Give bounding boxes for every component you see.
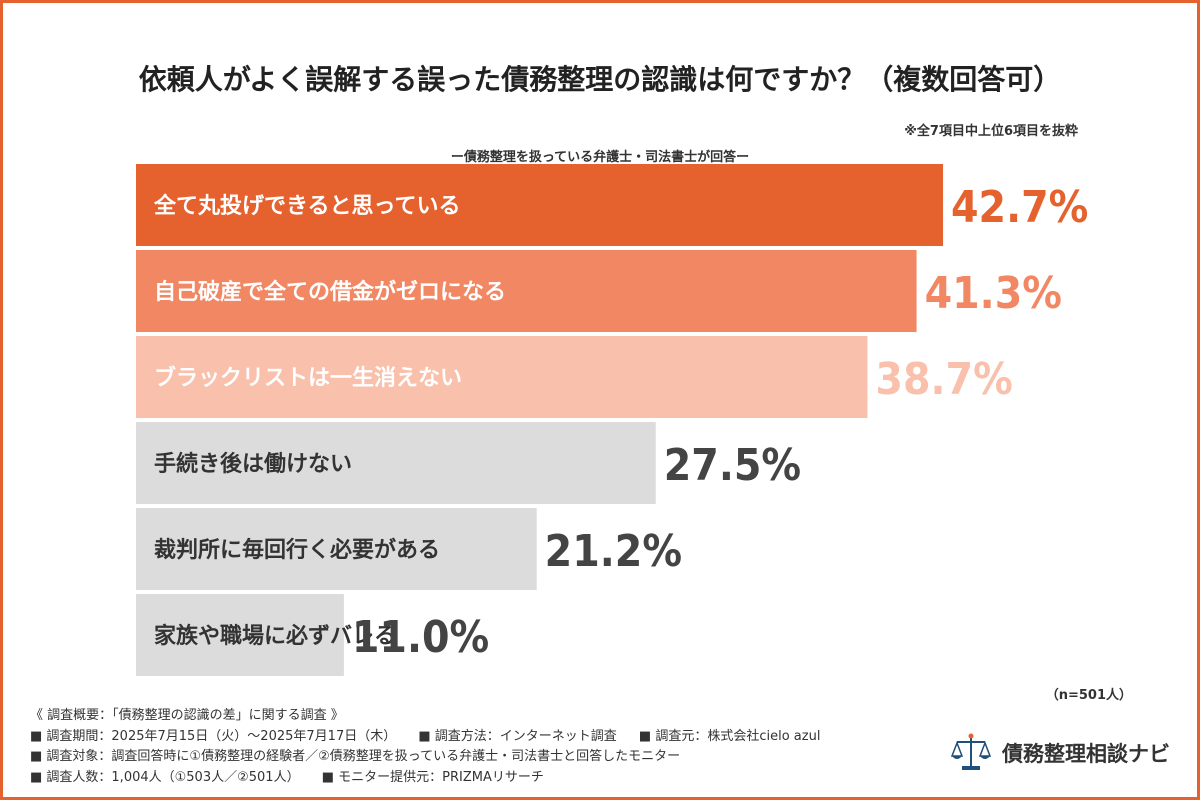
scales-icon — [950, 733, 992, 770]
brand-name: 債務整理相談ナビ — [1002, 742, 1170, 766]
survey-overview: 《 調査概要：「債務整理の認識の差」に関する調査 》 ■ 調査期間：2025年7… — [30, 706, 838, 788]
chart-title: 依頼人がよく誤解する誤った債務整理の認識は何ですか？（複数回答可） — [138, 63, 1062, 96]
category-label-6: 家族や職場に必ずバレる — [154, 623, 396, 649]
bar-chart: 全て丸投げできると思っている 42.7% 自己破産で全ての借金がゼロになる 41.3%… — [136, 164, 1088, 676]
value-label-6: 11.0% — [352, 612, 489, 663]
value-label-2: 41.3% — [925, 268, 1062, 319]
value-label-3: 38.7% — [875, 354, 1012, 405]
value-label-4: 27.5% — [664, 440, 801, 491]
bar-2 — [136, 250, 917, 332]
bar-5 — [136, 508, 537, 590]
value-label-5: 21.2% — [545, 526, 682, 577]
survey-target: ■ 調査対象：調査回答時に①債務整理の経験者／②債務整理を扱っている弁護士・司法… — [30, 749, 681, 764]
category-label-4: 手続き後は働けない — [154, 451, 352, 477]
bar-3 — [136, 336, 868, 418]
survey-method: ■ 調査方法：インターネット調査 — [418, 728, 617, 744]
survey-row-count: ■ 調査人数：1,004人（①503人／②501人） ■ モニター提供元：PRI… — [30, 768, 838, 789]
survey-count: ■ 調査人数：1,004人（①503人／②501人） — [30, 769, 300, 785]
bar-4 — [136, 422, 656, 504]
sample-size: （n=501人） — [1045, 688, 1132, 703]
survey-heading: 《 調査概要：「債務整理の認識の差」に関する調査 》 — [30, 708, 344, 723]
category-label-5: 裁判所に毎回行く必要がある — [154, 537, 440, 563]
survey-period: ■ 調査期間：2025年7月15日（火）〜2025年7月17日（木） — [30, 728, 397, 744]
bar-6 — [136, 594, 344, 676]
survey-provider: ■ モニター提供元：PRIZMAリサーチ — [321, 769, 544, 785]
value-label-1: 42.7% — [951, 182, 1088, 233]
respondent-caption: ー債務整理を扱っている弁護士・司法書士が回答ー — [450, 150, 750, 165]
category-label-2: 自己破産で全ての借金がゼロになる — [154, 279, 506, 305]
bar-1 — [136, 164, 944, 246]
survey-row-period: ■ 調査期間：2025年7月15日（火）〜2025年7月17日（木） ■ 調査方… — [30, 727, 838, 748]
brand-logo: 債務整理相談ナビ — [944, 728, 1184, 776]
category-label-1: 全て丸投げできると思っている — [153, 193, 460, 219]
selection-note: ※全7項目中上位6項目を抜粋 — [904, 124, 1078, 139]
category-label-3: ブラックリストは一生消えない — [154, 365, 462, 391]
survey-source: ■ 調査元：株式会社cielo azul — [638, 728, 821, 744]
